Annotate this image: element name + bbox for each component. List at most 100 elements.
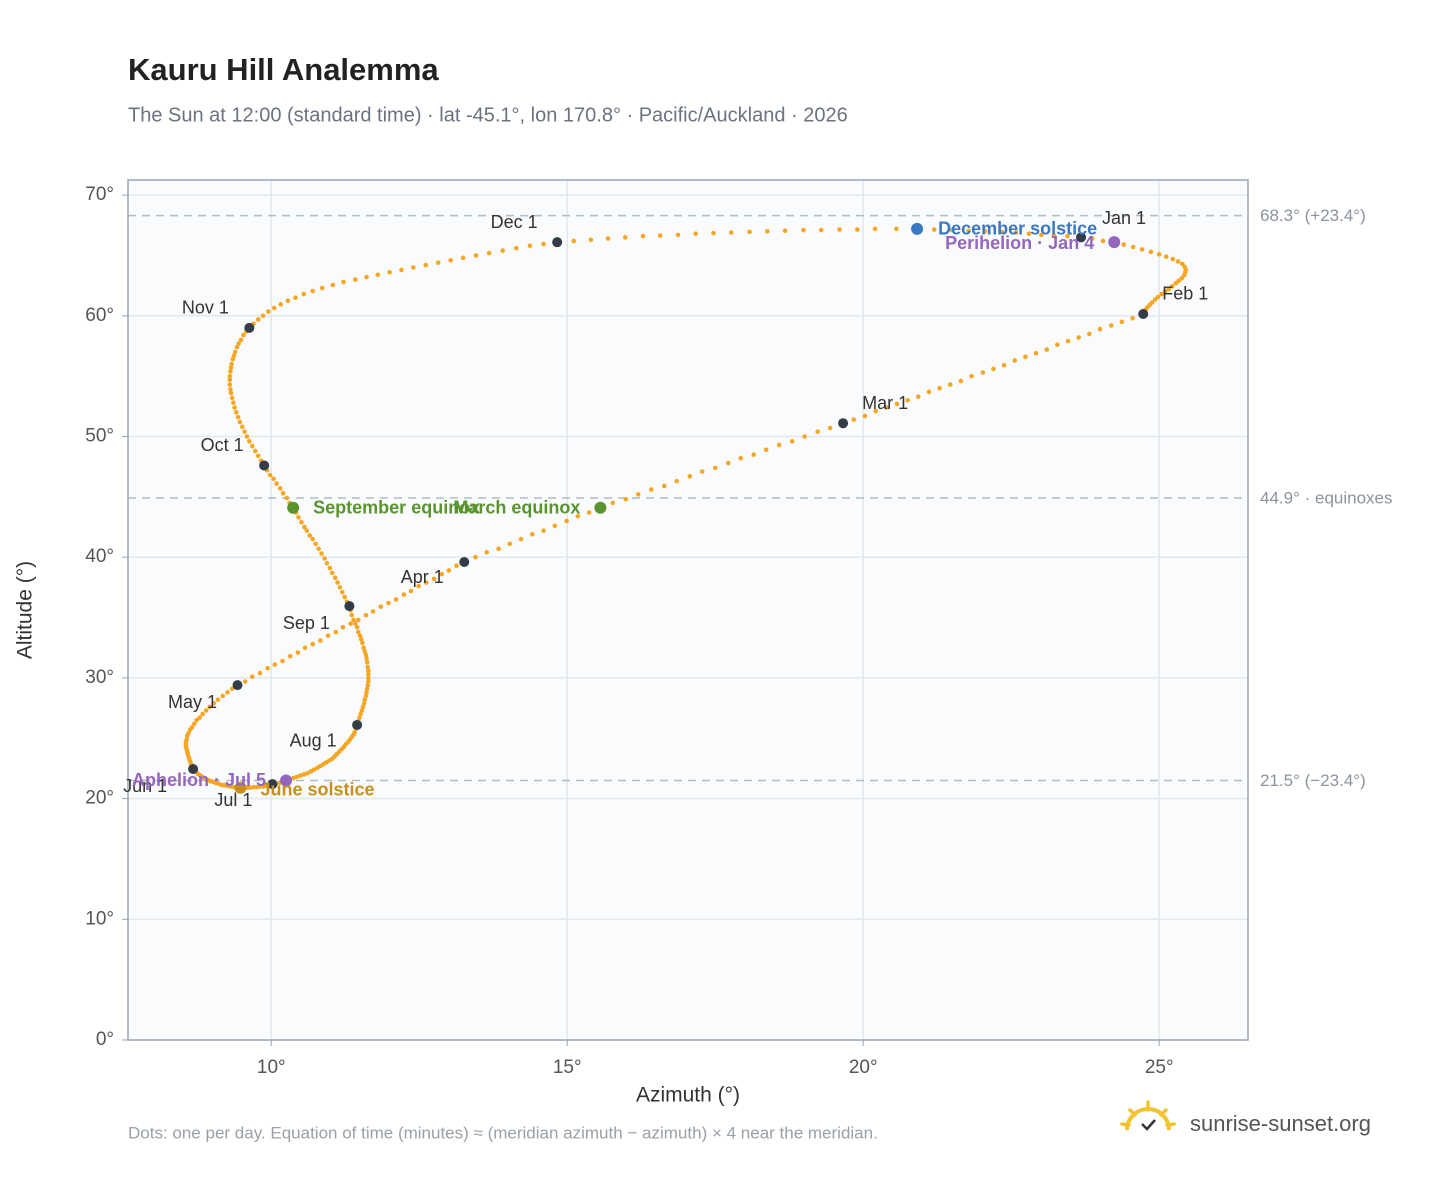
x-tick-label: 15° xyxy=(553,1057,582,1078)
month-marker xyxy=(552,237,563,248)
day-dot xyxy=(1090,236,1095,241)
day-dot xyxy=(1139,247,1145,252)
day-dot xyxy=(364,656,369,661)
day-dot xyxy=(473,554,478,560)
day-dot xyxy=(541,528,546,533)
y-tick-label: 30° xyxy=(85,667,114,688)
reference-lines xyxy=(128,214,1248,782)
brand-name: sunrise-sunset.org xyxy=(1190,1111,1371,1136)
logo-check xyxy=(1141,1119,1156,1131)
day-dot xyxy=(915,394,921,399)
event-marker xyxy=(594,501,607,514)
event-marker xyxy=(1108,236,1121,249)
day-dot xyxy=(285,298,291,304)
day-dot xyxy=(358,711,363,717)
day-dot xyxy=(640,233,646,239)
day-dot xyxy=(227,373,233,379)
day-dot xyxy=(937,385,942,391)
day-dot xyxy=(267,472,273,478)
day-dot xyxy=(454,563,459,568)
day-dot xyxy=(364,659,370,665)
day-dot xyxy=(635,492,641,497)
month-marker xyxy=(352,719,363,730)
day-dot xyxy=(332,575,338,581)
day-dot xyxy=(232,405,237,410)
markers xyxy=(188,222,1149,794)
day-dot xyxy=(238,337,244,343)
day-dot xyxy=(1076,335,1081,340)
day-dot xyxy=(318,638,323,643)
day-dot xyxy=(366,675,371,681)
x-axis-title: Azimuth (°) xyxy=(636,1084,740,1107)
day-dot xyxy=(552,523,558,529)
day-dot xyxy=(958,378,964,384)
day-dot xyxy=(247,785,253,791)
x-tick-label: 25° xyxy=(1145,1057,1174,1078)
y-axis-title: Altitude (°) xyxy=(14,561,37,659)
day-dot xyxy=(335,580,340,585)
day-dot xyxy=(541,241,546,247)
day-dot xyxy=(712,465,718,471)
month-label: Aug 1 xyxy=(290,731,337,751)
day-dot xyxy=(366,668,371,673)
day-dot xyxy=(341,279,346,285)
day-dot xyxy=(232,349,238,355)
day-dot xyxy=(851,417,857,422)
month-marker xyxy=(267,779,278,790)
day-dot xyxy=(564,518,569,524)
day-dot xyxy=(815,429,820,434)
day-dot xyxy=(297,773,303,778)
day-dot xyxy=(575,513,581,519)
day-dot xyxy=(260,313,266,319)
day-dot xyxy=(855,227,860,232)
day-dot xyxy=(894,401,900,407)
day-dot xyxy=(1097,326,1103,332)
day-dot xyxy=(1156,251,1162,257)
day-dot xyxy=(484,550,490,555)
month-marker xyxy=(232,680,243,691)
day-dot xyxy=(776,442,782,448)
event-marker xyxy=(911,222,924,235)
day-dot xyxy=(588,237,594,243)
day-dot xyxy=(280,490,286,496)
day-dot xyxy=(220,693,226,699)
day-dot xyxy=(348,621,353,626)
day-dot xyxy=(250,443,255,449)
day-dot xyxy=(622,235,628,240)
day-dot xyxy=(342,594,347,600)
day-dot xyxy=(324,560,330,566)
day-dot xyxy=(257,670,263,676)
day-dot xyxy=(1065,233,1070,239)
day-dot xyxy=(448,257,453,263)
day-dot xyxy=(329,570,335,576)
day-dot xyxy=(236,341,241,346)
day-dot xyxy=(284,495,289,501)
day-dot xyxy=(424,580,429,585)
day-dot xyxy=(711,230,716,236)
y-tick-label: 50° xyxy=(85,426,114,447)
month-label: May 1 xyxy=(168,692,217,712)
day-dot xyxy=(255,453,261,459)
day-dot xyxy=(187,727,193,733)
event-label: Perihelion · Jan 4 xyxy=(945,233,1094,253)
day-dot xyxy=(1166,286,1171,292)
chart-subtitle: The Sun at 12:00 (standard time) · lat -… xyxy=(128,104,848,126)
day-dot xyxy=(747,229,752,235)
day-dot xyxy=(239,424,245,430)
day-dot xyxy=(862,413,868,419)
day-dot xyxy=(319,551,324,556)
day-dot xyxy=(203,708,209,713)
day-dot xyxy=(393,597,399,602)
day-dot xyxy=(293,295,298,300)
day-dot xyxy=(194,717,199,723)
day-dot xyxy=(364,686,370,692)
chart-title: Kauru Hill Analemma xyxy=(128,52,439,87)
day-dot xyxy=(527,243,533,249)
day-dot xyxy=(363,693,369,699)
day-dot xyxy=(234,344,240,350)
reference-label: 21.5° (−23.4°) xyxy=(1260,771,1366,790)
day-dot xyxy=(1055,342,1060,348)
day-dot xyxy=(1130,244,1136,250)
day-dot xyxy=(693,231,698,237)
